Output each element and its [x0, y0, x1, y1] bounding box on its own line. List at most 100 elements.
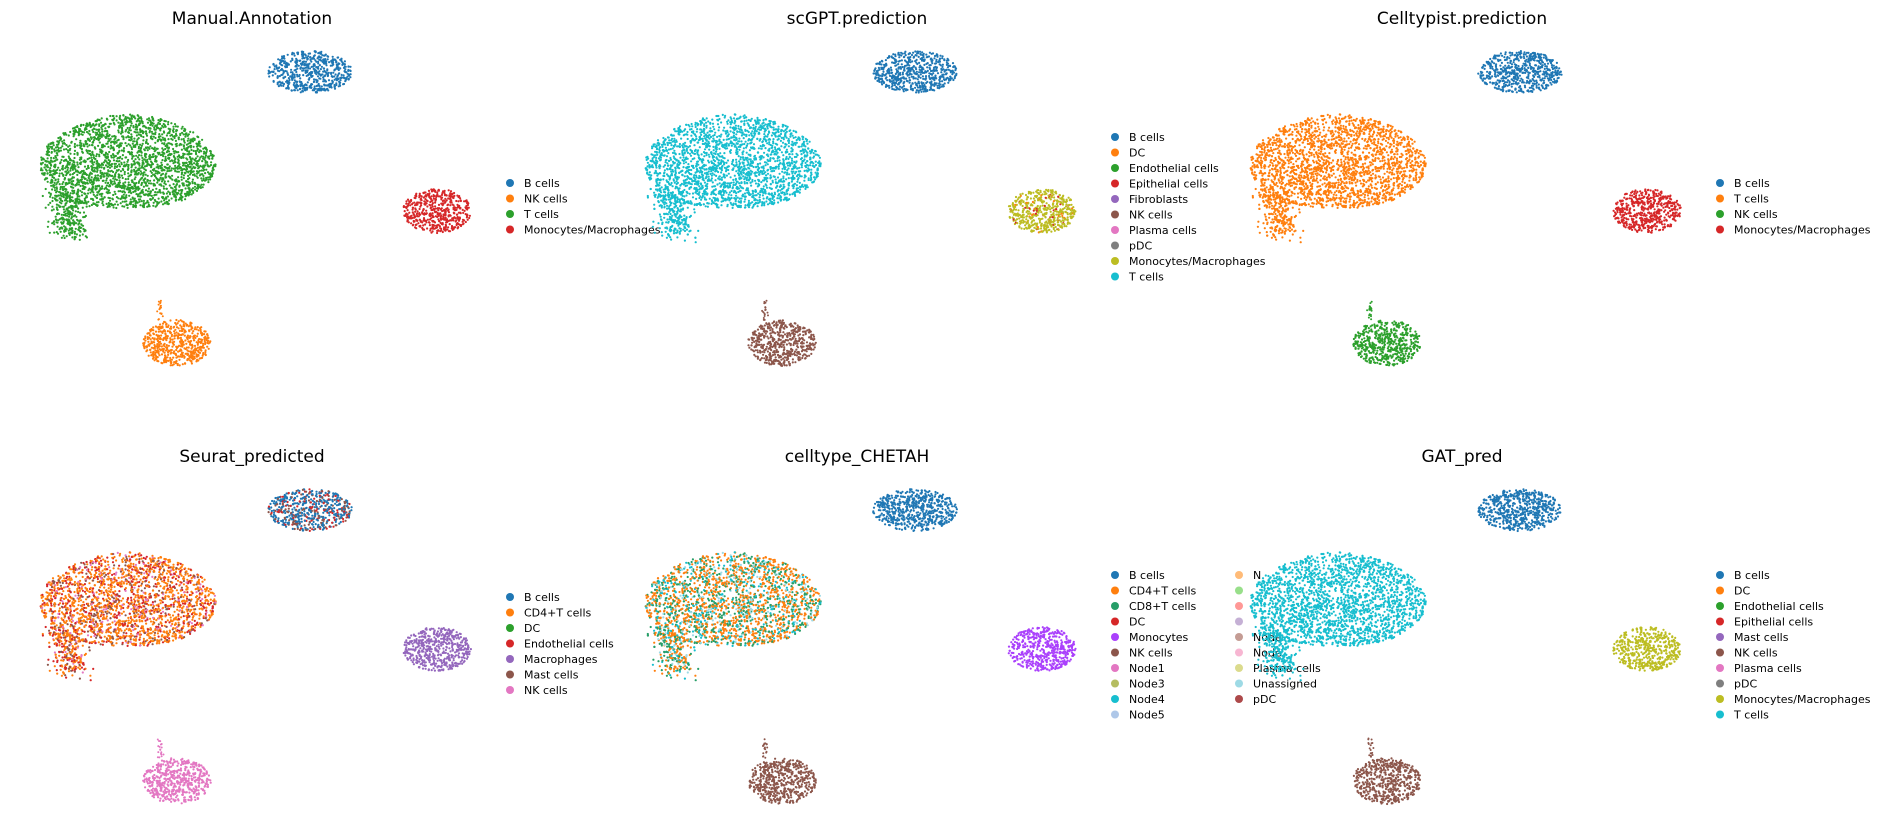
cell-point	[148, 127, 150, 129]
cell-point	[161, 353, 163, 355]
cell-point	[125, 130, 127, 132]
cell-point	[128, 191, 130, 193]
cell-point	[178, 155, 180, 157]
cell-point	[291, 90, 293, 92]
cell-point	[69, 148, 71, 150]
cell-point	[114, 193, 116, 195]
cell-point	[195, 153, 197, 155]
cell-point	[82, 176, 84, 178]
cell-point	[113, 154, 115, 156]
cell-point	[420, 199, 422, 201]
cell-point	[145, 185, 147, 187]
cell-point	[124, 181, 126, 183]
cell-point	[70, 205, 72, 207]
legend-label: B cells	[524, 177, 560, 190]
cell-point	[87, 201, 89, 203]
cell-point	[164, 202, 166, 204]
cell-point	[425, 210, 427, 212]
cell-point	[169, 153, 171, 155]
cell-point	[184, 339, 186, 341]
cell-point	[455, 217, 457, 219]
cell-point	[296, 68, 298, 70]
cell-point	[76, 192, 78, 194]
cell-point	[183, 357, 185, 359]
cell-point	[140, 173, 142, 175]
cell-point	[302, 74, 304, 76]
cell-point	[81, 191, 83, 193]
cell-point	[131, 152, 133, 154]
cell-point	[107, 146, 109, 148]
cell-point	[160, 167, 162, 169]
cell-point	[115, 163, 117, 165]
cell-point	[51, 160, 53, 162]
cell-point	[436, 232, 438, 234]
cell-point	[201, 357, 203, 359]
cell-point	[172, 339, 174, 341]
cell-point	[189, 191, 191, 193]
cell-point	[106, 177, 108, 179]
cell-point	[101, 131, 103, 133]
cell-point	[93, 161, 95, 163]
cell-point	[415, 223, 417, 225]
cell-point	[451, 203, 453, 205]
cell-point	[424, 213, 426, 215]
cell-point	[84, 178, 86, 180]
cell-point	[211, 174, 213, 176]
cell-point	[64, 237, 66, 239]
cell-point	[80, 223, 82, 225]
cell-point	[88, 176, 90, 178]
cell-point	[427, 193, 429, 195]
cell-point	[156, 360, 158, 362]
cell-point	[186, 337, 188, 339]
cell-point	[127, 184, 129, 186]
cell-point	[46, 151, 48, 153]
cell-point	[429, 222, 431, 224]
cell-point	[142, 167, 144, 169]
cell-point	[47, 226, 49, 228]
cell-point	[131, 122, 133, 124]
cell-point	[419, 208, 421, 210]
cell-point	[307, 81, 309, 83]
cell-point	[166, 344, 168, 346]
cell-point	[274, 68, 276, 70]
cell-point	[743, 137, 745, 139]
cell-point	[443, 214, 445, 216]
cell-point	[153, 126, 155, 128]
cell-point	[105, 182, 107, 184]
cell-point	[448, 211, 450, 213]
cell-point	[161, 133, 163, 135]
cell-point	[140, 147, 142, 149]
cell-point	[133, 160, 135, 162]
cell-point	[123, 149, 125, 151]
cell-point	[170, 122, 172, 124]
cell-point	[101, 202, 103, 204]
cell-point	[132, 140, 134, 142]
cell-point	[434, 205, 436, 207]
cell-point	[125, 203, 127, 205]
cell-point	[74, 185, 76, 187]
cell-point	[185, 323, 187, 325]
cell-point	[148, 332, 150, 334]
cell-point	[183, 128, 185, 130]
cell-point	[51, 188, 53, 190]
cell-point	[453, 212, 455, 214]
cell-point	[90, 172, 92, 174]
cell-point	[465, 205, 467, 207]
cell-point	[110, 123, 112, 125]
cell-point	[47, 181, 49, 183]
cell-point	[141, 130, 143, 132]
cell-point	[72, 161, 74, 163]
cell-point	[169, 319, 171, 321]
cell-point	[160, 330, 162, 332]
cell-point	[711, 119, 713, 121]
cell-point	[172, 126, 174, 128]
cell-point	[89, 124, 91, 126]
cell-point	[307, 74, 309, 76]
cell-point	[76, 152, 78, 154]
cell-point	[61, 214, 63, 216]
cell-point	[160, 162, 162, 164]
cell-point	[100, 122, 102, 124]
cell-point	[147, 149, 149, 151]
cell-point	[652, 226, 654, 228]
cell-point	[133, 155, 135, 157]
